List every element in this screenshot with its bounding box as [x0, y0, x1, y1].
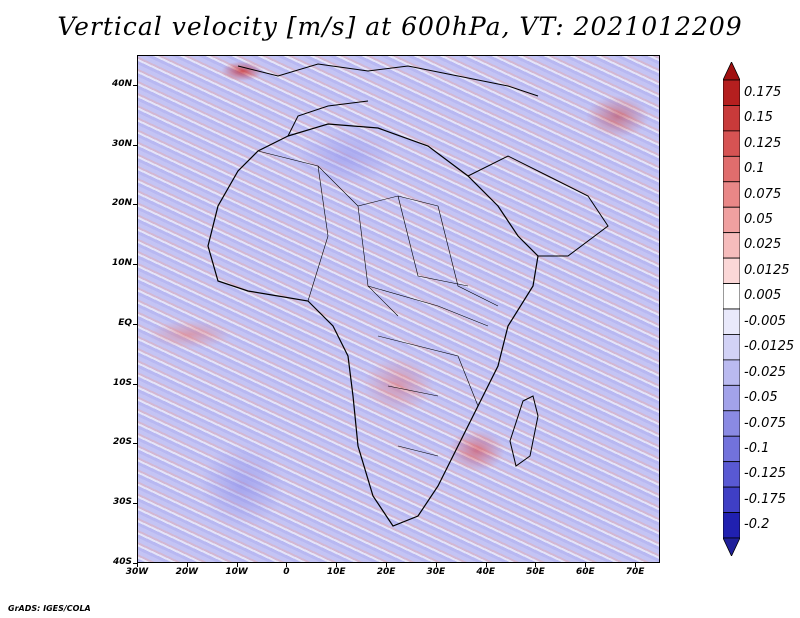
- lon-tick: [286, 563, 288, 567]
- colorbar-swatch: [723, 79, 740, 106]
- lon-label: 0: [283, 567, 290, 577]
- lat-tick: [133, 204, 137, 206]
- lat-tick: [133, 323, 137, 325]
- colorbar-swatch: [723, 486, 740, 513]
- lat-label: 40N: [111, 78, 132, 89]
- colorbar-label: 0.005: [744, 288, 782, 304]
- lon-label: 20W: [175, 567, 199, 577]
- colorbar-top-arrow: [723, 62, 740, 81]
- europe-coastline: [237, 63, 539, 137]
- vertical-velocity-field: [138, 56, 659, 562]
- lat-label: 40S: [112, 557, 132, 567]
- colorbar-swatch: [723, 181, 740, 208]
- lon-label: 10E: [326, 567, 346, 577]
- lat-tick: [133, 144, 137, 146]
- lat-label: 30N: [111, 138, 132, 149]
- colorbar-label: -0.005: [744, 313, 786, 329]
- lat-label: 30S: [112, 497, 132, 508]
- colorbar-label: -0.05: [744, 390, 778, 406]
- lat-label: 20S: [112, 437, 132, 448]
- colorbar-bottom-arrow: [723, 537, 740, 556]
- coastline-overlay: [207, 63, 609, 527]
- lon-label: 10W: [225, 567, 248, 577]
- lon-tick: [386, 563, 388, 567]
- lon-label: 20E: [376, 567, 396, 577]
- country-borders: [257, 150, 499, 457]
- lon-label: 70E: [625, 567, 645, 577]
- lon-tick: [635, 563, 637, 567]
- colorbar-swatch: [723, 257, 740, 284]
- colorbar-label: 0.0125: [744, 262, 790, 278]
- colorbar-swatch: [723, 384, 740, 412]
- lat-tick: [133, 443, 137, 445]
- lon-label: 60E: [575, 567, 595, 577]
- chart-title: Vertical velocity [m/s] at 600hPa, VT: 2…: [57, 12, 743, 41]
- lon-tick: [585, 563, 587, 567]
- lat-label: 10S: [112, 377, 132, 388]
- lat-tick: [133, 84, 137, 86]
- colorbar-label: 0.15: [744, 110, 773, 126]
- colorbar-label: 0.025: [744, 237, 782, 253]
- colorbar-swatch: [723, 308, 740, 335]
- colorbar-label: -0.1: [744, 440, 770, 456]
- colorbar-label: 0.075: [744, 186, 782, 202]
- lon-tick: [236, 563, 238, 567]
- colorbar-label: 0.175: [744, 84, 782, 100]
- arabia-coastline: [467, 155, 609, 257]
- colorbar-swatch: [723, 283, 740, 310]
- colorbar-swatch: [723, 461, 740, 488]
- lat-tick: [133, 503, 137, 505]
- colorbar-label: -0.025: [744, 364, 786, 380]
- africa-coastline: [207, 123, 539, 527]
- lon-tick: [186, 563, 188, 567]
- colorbar-label: -0.2: [744, 517, 770, 533]
- colorbar-swatch: [723, 130, 740, 157]
- lon-label: 30E: [426, 567, 446, 577]
- lon-label: 40E: [476, 567, 495, 577]
- colorbar-swatch: [723, 232, 740, 259]
- colorbar-swatch: [723, 359, 740, 386]
- colorbar-label: -0.125: [744, 466, 786, 482]
- lat-label: 20N: [111, 198, 132, 209]
- lon-label: 30W: [125, 567, 149, 577]
- colorbar-swatch: [723, 334, 740, 361]
- colorbar-label: -0.175: [744, 491, 786, 507]
- colorbar-label: 0.05: [744, 211, 773, 227]
- credit-text: GrADS: IGES/COLA: [8, 604, 91, 613]
- lon-tick: [435, 563, 437, 567]
- colorbar-swatch: [723, 435, 740, 463]
- colorbar: [723, 62, 740, 556]
- map-frame: [137, 55, 660, 563]
- lon-tick: [137, 563, 138, 567]
- lat-tick: [133, 563, 137, 564]
- lat-tick: [133, 264, 137, 266]
- lon-tick: [336, 563, 338, 567]
- colorbar-label: -0.0125: [744, 339, 795, 355]
- lon-label: 50E: [526, 567, 545, 577]
- colorbar-label: -0.075: [744, 415, 786, 431]
- colorbar-swatch: [723, 410, 740, 437]
- madagascar-coastline: [509, 395, 539, 467]
- lon-tick: [485, 563, 487, 567]
- lat-label: 10N: [111, 258, 132, 269]
- colorbar-swatch: [723, 512, 740, 539]
- colorbar-label: 0.125: [744, 135, 782, 151]
- colorbar-swatch: [723, 155, 740, 183]
- lat-tick: [133, 383, 137, 385]
- colorbar-swatch: [723, 105, 740, 132]
- lon-tick: [535, 563, 537, 567]
- colorbar-swatch: [723, 206, 740, 234]
- lat-label: EQ: [118, 317, 132, 328]
- colorbar-label: 0.1: [744, 161, 765, 177]
